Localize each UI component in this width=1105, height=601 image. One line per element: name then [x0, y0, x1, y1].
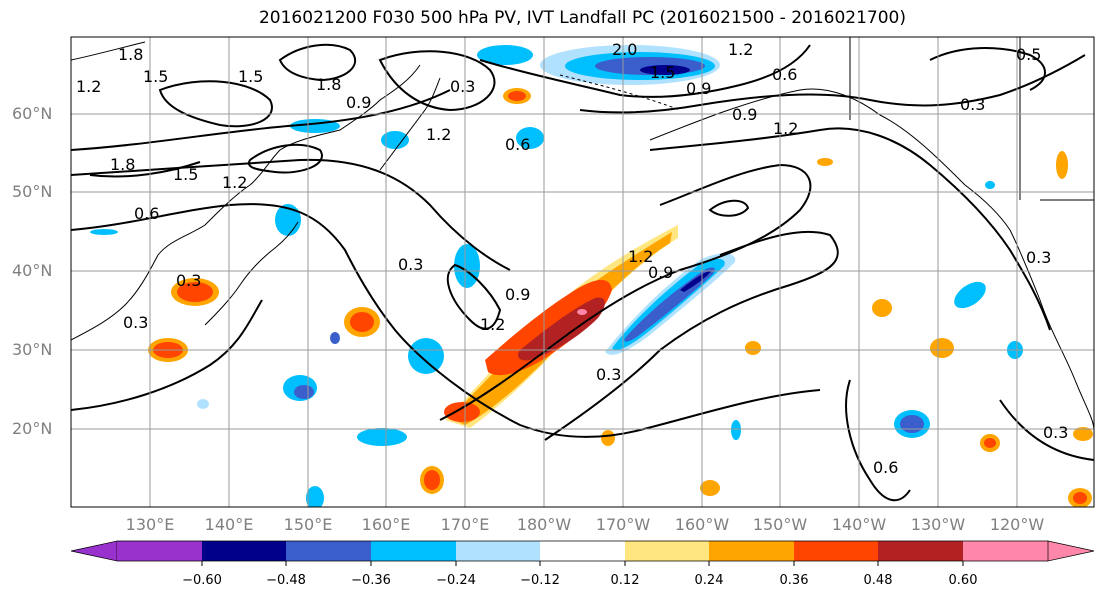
colorbar-tick-label: 0.24 — [694, 573, 724, 588]
contour-label: 0.6 — [134, 204, 159, 223]
lon-label: 150°E — [283, 515, 333, 534]
contour-label: 0.9 — [732, 105, 757, 124]
colorbar-tick-label: −0.60 — [182, 573, 222, 588]
contour-label: 0.3 — [960, 95, 985, 114]
contour-label: 2.0 — [612, 40, 637, 59]
lon-label: 140°E — [204, 515, 254, 534]
contour-label: 0.6 — [873, 458, 898, 477]
shaded-anomalies — [90, 45, 1093, 507]
lon-label: 170°W — [595, 515, 651, 534]
north-america-coastline — [1009, 229, 1094, 431]
colorbar-segment — [878, 541, 963, 561]
colorbar-segment — [625, 541, 709, 561]
colorbar-segment — [794, 541, 878, 561]
contour-label: 1.2 — [480, 315, 505, 334]
contour-label: 0.3 — [398, 255, 423, 274]
contour-label: 0.3 — [450, 77, 475, 96]
contour-label: 0.9 — [686, 79, 711, 98]
lat-label: 20°N — [12, 419, 53, 438]
contour-label: 1.5 — [238, 67, 263, 86]
colorbar-segment — [70, 540, 118, 562]
lon-label: 120°W — [989, 515, 1045, 534]
lat-label: 60°N — [12, 104, 53, 123]
contour-label: 0.3 — [1043, 423, 1068, 442]
contour-label: 0.3 — [596, 365, 621, 384]
lon-label: 130°E — [125, 515, 175, 534]
contour-label: 1.2 — [76, 77, 101, 96]
asia-coastline — [71, 64, 421, 341]
lon-label: 140°W — [831, 515, 887, 534]
colorbar-segment — [540, 541, 625, 561]
contour-label: 0.5 — [1016, 45, 1041, 64]
colorbar-segment — [286, 541, 371, 561]
lon-label: 170°E — [440, 515, 490, 534]
colorbar-segment — [202, 541, 286, 561]
contour-label: 0.3 — [1026, 248, 1051, 267]
contour-label: 0.6 — [505, 135, 530, 154]
colorbar-tick-label: −0.36 — [351, 573, 391, 588]
lat-label: 40°N — [12, 261, 53, 280]
colorbar-segment — [456, 541, 540, 561]
contour-label: 1.5 — [650, 63, 675, 82]
kamchatka-coastline — [379, 77, 441, 171]
colorbar-tick-label: 0.60 — [948, 573, 978, 588]
contour-label: 1.2 — [426, 125, 451, 144]
contour-label: 0.9 — [346, 93, 371, 112]
colorbar-segment — [709, 541, 794, 561]
contour-label: 1.8 — [316, 75, 341, 94]
contour-label: 0.9 — [648, 263, 673, 282]
colorbar — [70, 540, 1095, 566]
colorbar-segment — [963, 541, 1048, 561]
colorbar-tick-label: 0.48 — [863, 573, 893, 588]
colorbar-tick-label: 0.36 — [779, 573, 809, 588]
colorbar-segment — [1047, 540, 1095, 562]
lon-label: 160°W — [674, 515, 730, 534]
contour-label: 1.8 — [118, 45, 143, 64]
gridlines — [71, 37, 1094, 507]
pv-contours — [71, 43, 1094, 502]
japan-coastline — [204, 221, 299, 326]
colorbar-segment — [371, 541, 456, 561]
contour-label: 0.3 — [176, 271, 201, 290]
lon-label: 180°W — [516, 515, 572, 534]
contour-label: 0.9 — [505, 285, 530, 304]
contour-label: 0.6 — [772, 65, 797, 84]
colorbar-tick-label: 0.12 — [610, 573, 640, 588]
contour-label: 0.3 — [123, 313, 148, 332]
colorbar-tick-label: −0.24 — [436, 573, 476, 588]
lat-label: 30°N — [12, 340, 53, 359]
contour-label: 1.2 — [728, 40, 753, 59]
lat-label: 50°N — [12, 182, 53, 201]
colorbar-tick-label: −0.48 — [266, 573, 306, 588]
colorbar-tick-label: −0.12 — [520, 573, 560, 588]
lon-label: 130°W — [910, 515, 966, 534]
contour-label: 1.2 — [773, 119, 798, 138]
contour-label: 1.5 — [173, 165, 198, 184]
colorbar-segment — [117, 541, 202, 561]
contour-label: 1.5 — [143, 67, 168, 86]
contour-label: 1.2 — [222, 173, 247, 192]
lon-label: 160°E — [361, 515, 411, 534]
map-title: 2016021200 F030 500 hPa PV, IVT Landfall… — [258, 8, 906, 28]
lon-label: 150°W — [752, 515, 808, 534]
contour-label: 1.8 — [110, 155, 135, 174]
contour-label: 1.2 — [628, 247, 653, 266]
aleutian-islands — [559, 74, 681, 111]
map-frame — [70, 36, 1095, 508]
